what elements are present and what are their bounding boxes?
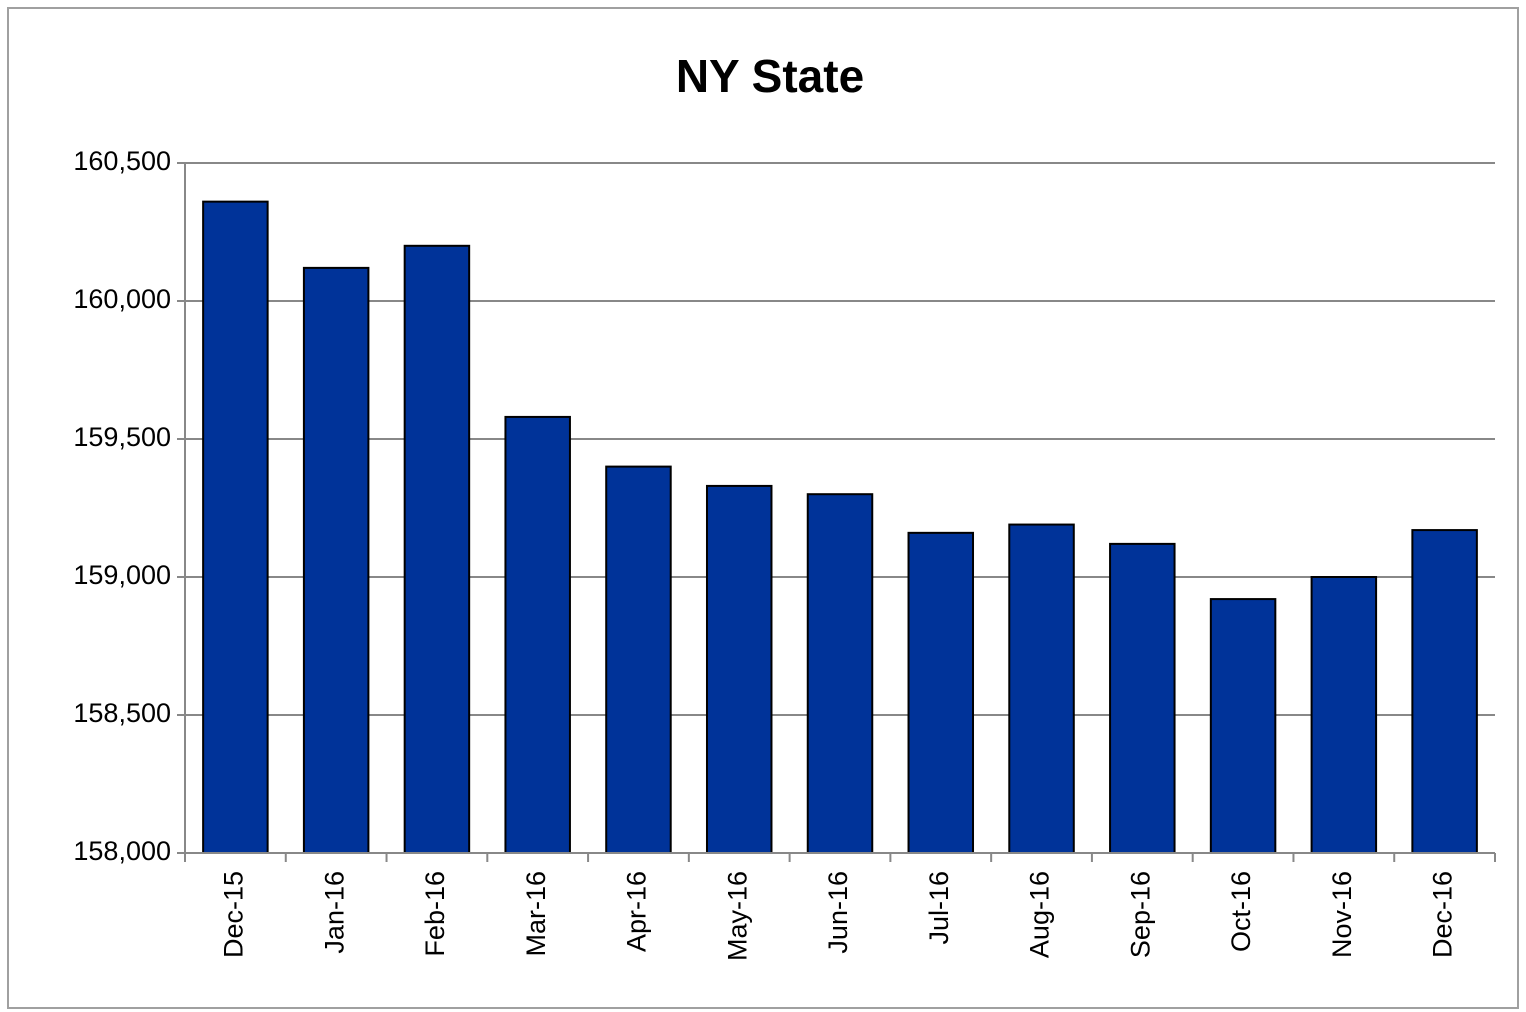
chart-title: NY State <box>676 50 864 102</box>
bar <box>806 493 874 854</box>
x-tick-label: Aug-16 <box>1025 871 1055 958</box>
x-tick-label: May-16 <box>722 871 752 961</box>
y-tick-label: 158,000 <box>73 836 171 866</box>
x-tick-label: Oct-16 <box>1226 871 1256 952</box>
y-tick-label: 158,500 <box>73 698 171 728</box>
x-tick-label: Apr-16 <box>622 871 652 952</box>
y-tick-label: 159,000 <box>73 560 171 590</box>
x-tick-label: Nov-16 <box>1327 871 1357 958</box>
bar <box>1109 542 1176 854</box>
bar <box>605 465 672 854</box>
y-tick-label: 159,500 <box>73 422 171 452</box>
bar <box>907 531 975 855</box>
x-tick-label: Jun-16 <box>823 871 853 954</box>
bar <box>504 415 571 854</box>
x-tick-label: Dec-16 <box>1428 871 1458 958</box>
x-tick-label: Mar-16 <box>521 871 551 957</box>
y-tick-label: 160,500 <box>73 146 171 176</box>
x-tick-label: Jul-16 <box>924 871 954 945</box>
x-tick-label: Dec-15 <box>219 871 249 958</box>
bar <box>302 266 370 854</box>
y-tick-label: 160,000 <box>73 284 171 314</box>
bar <box>202 200 269 854</box>
bar <box>403 244 471 855</box>
x-tick-label: Sep-16 <box>1125 871 1155 958</box>
bar <box>1310 576 1378 854</box>
bar <box>1008 523 1075 854</box>
bar <box>705 484 773 854</box>
x-tick-label: Feb-16 <box>420 871 450 957</box>
bar <box>1209 598 1277 855</box>
bar <box>1411 529 1478 855</box>
x-tick-label: Jan-16 <box>319 871 349 954</box>
